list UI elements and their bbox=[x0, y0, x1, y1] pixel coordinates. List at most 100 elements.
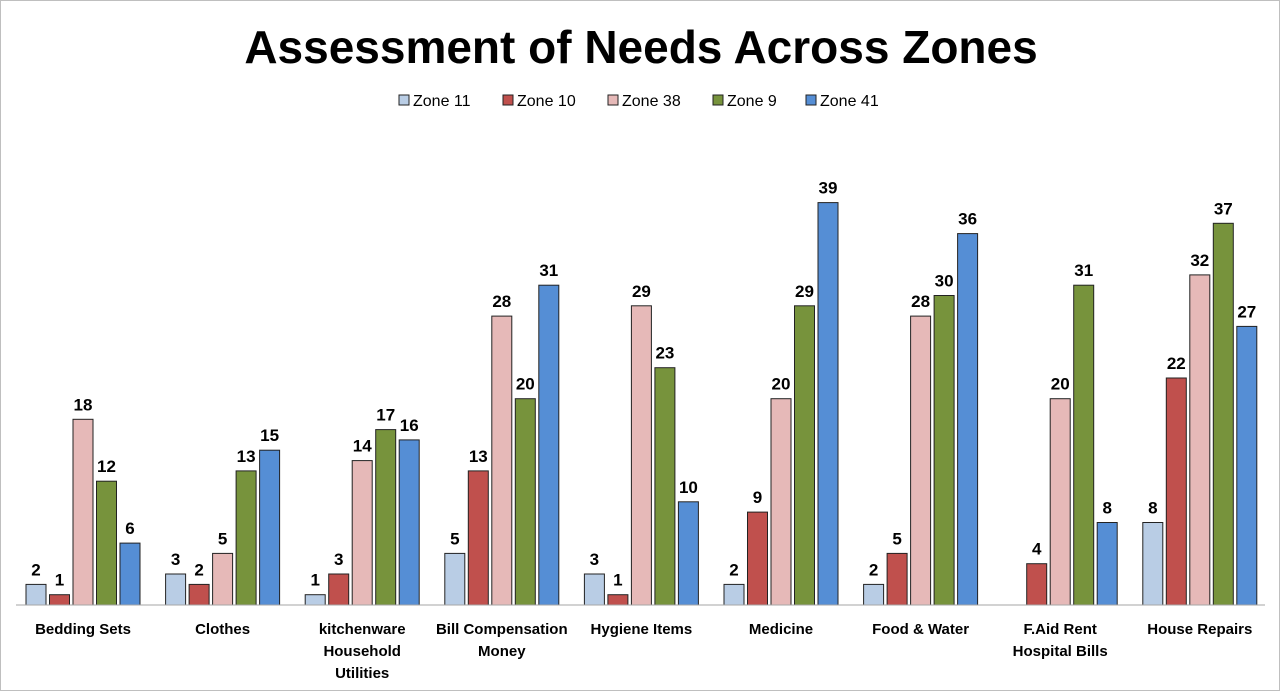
value-label: 1 bbox=[310, 571, 319, 590]
bar-zone-9-2 bbox=[375, 429, 397, 606]
category-labels-group: Bedding Sets Clothes kitchenware Household U… bbox=[35, 621, 1252, 682]
value-label: 2 bbox=[869, 560, 878, 579]
bar-zone-11-4 bbox=[583, 573, 605, 606]
value-label: 31 bbox=[1074, 261, 1093, 280]
value-label: 13 bbox=[237, 447, 256, 466]
value-label: 30 bbox=[935, 272, 954, 291]
value-label: 3 bbox=[334, 550, 343, 569]
value-label: 20 bbox=[1051, 375, 1070, 394]
bar-zone-38-7 bbox=[1049, 398, 1071, 606]
value-label: 15 bbox=[260, 426, 279, 445]
value-label: 20 bbox=[772, 375, 791, 394]
bar-zone-38-1 bbox=[212, 552, 234, 606]
bar-zone-9-4 bbox=[654, 367, 676, 606]
bar-zone-11-6 bbox=[863, 583, 885, 606]
category-label: Hygiene Items bbox=[591, 621, 693, 638]
value-label: 1 bbox=[613, 571, 622, 590]
bar-zone-41-0 bbox=[119, 542, 141, 606]
value-label: 3 bbox=[590, 550, 599, 569]
value-label: 10 bbox=[679, 478, 698, 497]
value-label: 12 bbox=[97, 457, 116, 476]
bar-zone-9-6 bbox=[933, 295, 955, 606]
bar-zone-11-0 bbox=[25, 583, 47, 606]
bar-zone-41-2 bbox=[398, 439, 420, 606]
bar-zone-41-4 bbox=[677, 501, 699, 606]
bar-zone-9-1 bbox=[235, 470, 257, 606]
value-label: 27 bbox=[1237, 302, 1256, 321]
bar-zone-10-0 bbox=[49, 594, 70, 606]
value-label: 4 bbox=[1032, 540, 1042, 559]
value-label: 2 bbox=[31, 560, 40, 579]
legend-label: Zone 9 bbox=[727, 93, 777, 110]
category-label: Clothes bbox=[195, 621, 250, 638]
legend-swatch bbox=[607, 94, 619, 106]
bar-zone-38-6 bbox=[910, 315, 932, 606]
bar-zone-10-7 bbox=[1026, 563, 1048, 606]
bar-zone-38-5 bbox=[770, 398, 792, 606]
bar-zone-38-2 bbox=[351, 460, 373, 606]
value-label: 2 bbox=[729, 560, 738, 579]
value-label: 1 bbox=[55, 571, 64, 590]
bar-zone-38-4 bbox=[630, 305, 652, 606]
bar-zone-11-3 bbox=[444, 552, 466, 606]
bar-zone-9-0 bbox=[96, 480, 117, 606]
bar-zone-10-1 bbox=[188, 583, 210, 606]
legend-item-zone-10: Zone 10 bbox=[502, 93, 576, 110]
value-label: 32 bbox=[1190, 251, 1209, 270]
bar-zone-9-7 bbox=[1073, 284, 1095, 606]
bar-zone-10-4 bbox=[607, 594, 629, 606]
category-label: Bill Compensation Money bbox=[436, 621, 568, 660]
bar-zone-41-5 bbox=[817, 202, 839, 606]
legend-label: Zone 10 bbox=[517, 93, 576, 110]
value-label: 29 bbox=[795, 282, 814, 301]
bar-zone-10-3 bbox=[467, 470, 489, 606]
bar-zone-41-6 bbox=[957, 233, 979, 606]
legend-swatch bbox=[502, 94, 514, 106]
legend-item-zone-38: Zone 38 bbox=[607, 93, 681, 110]
bar-zone-11-8 bbox=[1142, 522, 1164, 606]
bar-zone-11-1 bbox=[165, 573, 187, 606]
bars-group bbox=[25, 202, 1258, 606]
bar-zone-10-6 bbox=[886, 552, 908, 606]
category-label: Medicine bbox=[749, 621, 813, 638]
category-label: House Repairs bbox=[1147, 621, 1252, 638]
value-label: 29 bbox=[632, 282, 651, 301]
value-label: 5 bbox=[218, 529, 227, 548]
value-label: 3 bbox=[171, 550, 180, 569]
value-label: 31 bbox=[539, 261, 558, 280]
category-label: F.Aid Rent Hospital Bills bbox=[1013, 621, 1108, 660]
bar-zone-38-0 bbox=[72, 418, 94, 606]
legend-swatch bbox=[805, 94, 817, 106]
value-label: 28 bbox=[911, 292, 930, 311]
value-label: 5 bbox=[892, 529, 901, 548]
value-label: 14 bbox=[353, 437, 372, 456]
legend-swatch bbox=[712, 94, 724, 106]
value-label: 13 bbox=[469, 447, 488, 466]
bar-zone-41-8 bbox=[1236, 325, 1258, 606]
bar-zone-38-8 bbox=[1189, 274, 1211, 606]
legend-label: Zone 38 bbox=[622, 93, 681, 110]
bar-zone-41-3 bbox=[538, 284, 560, 606]
value-label: 8 bbox=[1148, 499, 1157, 518]
legend-item-zone-41: Zone 41 bbox=[805, 93, 879, 110]
value-label: 28 bbox=[492, 292, 511, 311]
bar-zone-10-8 bbox=[1165, 377, 1187, 606]
bar-zone-9-3 bbox=[514, 398, 536, 606]
legend-label: Zone 11 bbox=[413, 93, 471, 110]
bar-zone-41-7 bbox=[1096, 522, 1118, 606]
chart-title: Assessment of Needs Across Zones bbox=[244, 21, 1037, 73]
category-label: Food & Water bbox=[872, 621, 969, 638]
value-label: 17 bbox=[376, 406, 395, 425]
value-label: 16 bbox=[400, 416, 419, 435]
value-labels-group: 2118126325131513141716513282031312923102… bbox=[31, 179, 1256, 590]
value-label: 2 bbox=[194, 560, 203, 579]
bar-zone-10-5 bbox=[747, 511, 768, 606]
value-label: 36 bbox=[958, 210, 977, 229]
legend-item-zone-9: Zone 9 bbox=[712, 93, 777, 110]
chart-legend: Zone 11 Zone 10 Zone 38 Zone 9 Zone 41 bbox=[398, 93, 879, 110]
bar-zone-11-5 bbox=[723, 583, 745, 606]
category-label: kitchenware Household Utilities bbox=[319, 621, 406, 682]
category-label: Bedding Sets bbox=[35, 621, 131, 638]
